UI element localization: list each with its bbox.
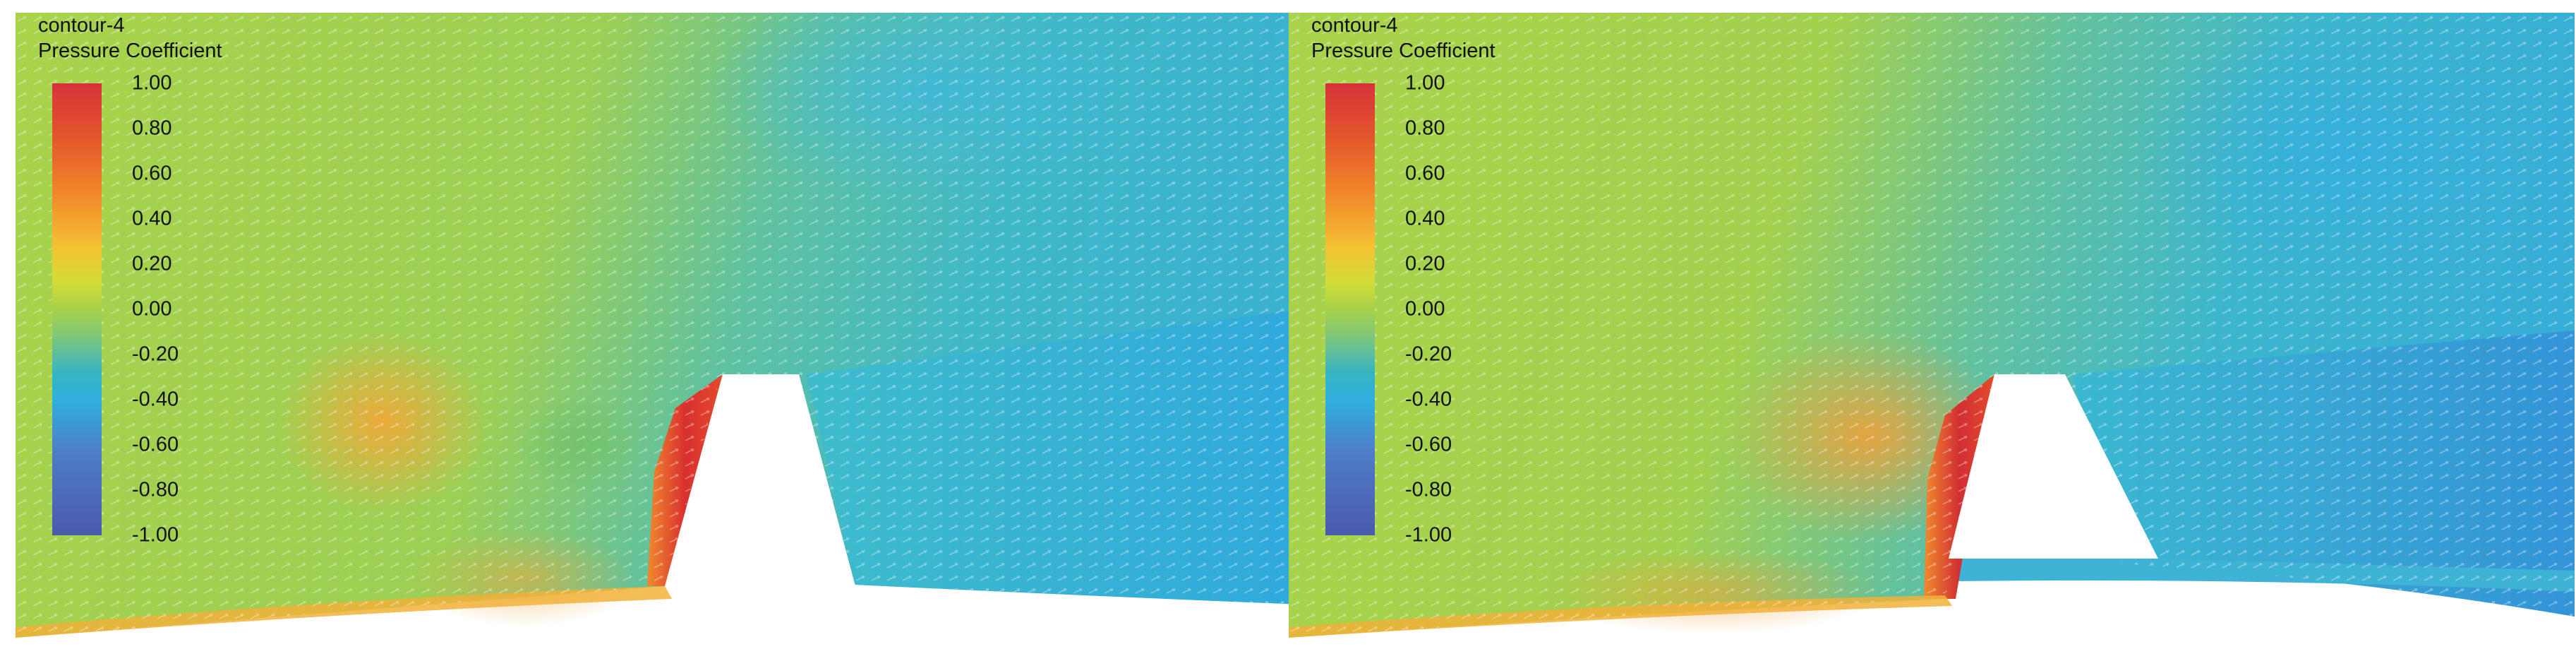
- colorbar-tick: 0.60: [132, 162, 172, 185]
- colorbar-tick: -0.20: [132, 343, 179, 366]
- colorbar: [1325, 83, 1375, 535]
- colorbar-tick: -0.80: [132, 478, 179, 501]
- colorbar-tick: 0.00: [1405, 297, 1445, 321]
- colorbar-tick: -0.60: [132, 433, 179, 456]
- colorbar-tick: 0.80: [1405, 117, 1445, 140]
- pressure-field-plot: [1289, 13, 2575, 638]
- pressure-field-plot: [16, 13, 1301, 638]
- colorbar-tick: 0.20: [1405, 252, 1445, 275]
- plot-title: contour-4: [38, 14, 125, 37]
- colorbar-tick: -0.20: [1405, 343, 1452, 366]
- colorbar-tick: 1.00: [132, 71, 172, 95]
- colorbar-tick: 0.00: [132, 297, 172, 321]
- contour-panel-right: contour-4 Pressure Coefficient 1.00 0.80…: [1289, 13, 2575, 641]
- plot-subtitle: Pressure Coefficient: [38, 40, 222, 62]
- colorbar-tick: -0.40: [132, 388, 179, 411]
- colorbar-tick: -1.00: [1405, 523, 1452, 547]
- colorbar-tick: 0.60: [1405, 162, 1445, 185]
- colorbar-tick: 0.80: [132, 117, 172, 140]
- plot-subtitle: Pressure Coefficient: [1311, 40, 1495, 62]
- colorbar-tick: -0.40: [1405, 388, 1452, 411]
- plot-title: contour-4: [1311, 14, 1398, 37]
- colorbar-tick: -0.60: [1405, 433, 1452, 456]
- colorbar-tick: 0.40: [132, 207, 172, 230]
- colorbar-tick: 0.20: [132, 252, 172, 275]
- colorbar-tick: -0.80: [1405, 478, 1452, 501]
- contour-panel-left: contour-4 Pressure Coefficient 1.00 0.80…: [16, 13, 1301, 641]
- colorbar: [52, 83, 102, 535]
- colorbar-tick: -1.00: [132, 523, 179, 547]
- colorbar-tick: 0.40: [1405, 207, 1445, 230]
- colorbar-tick: 1.00: [1405, 71, 1445, 95]
